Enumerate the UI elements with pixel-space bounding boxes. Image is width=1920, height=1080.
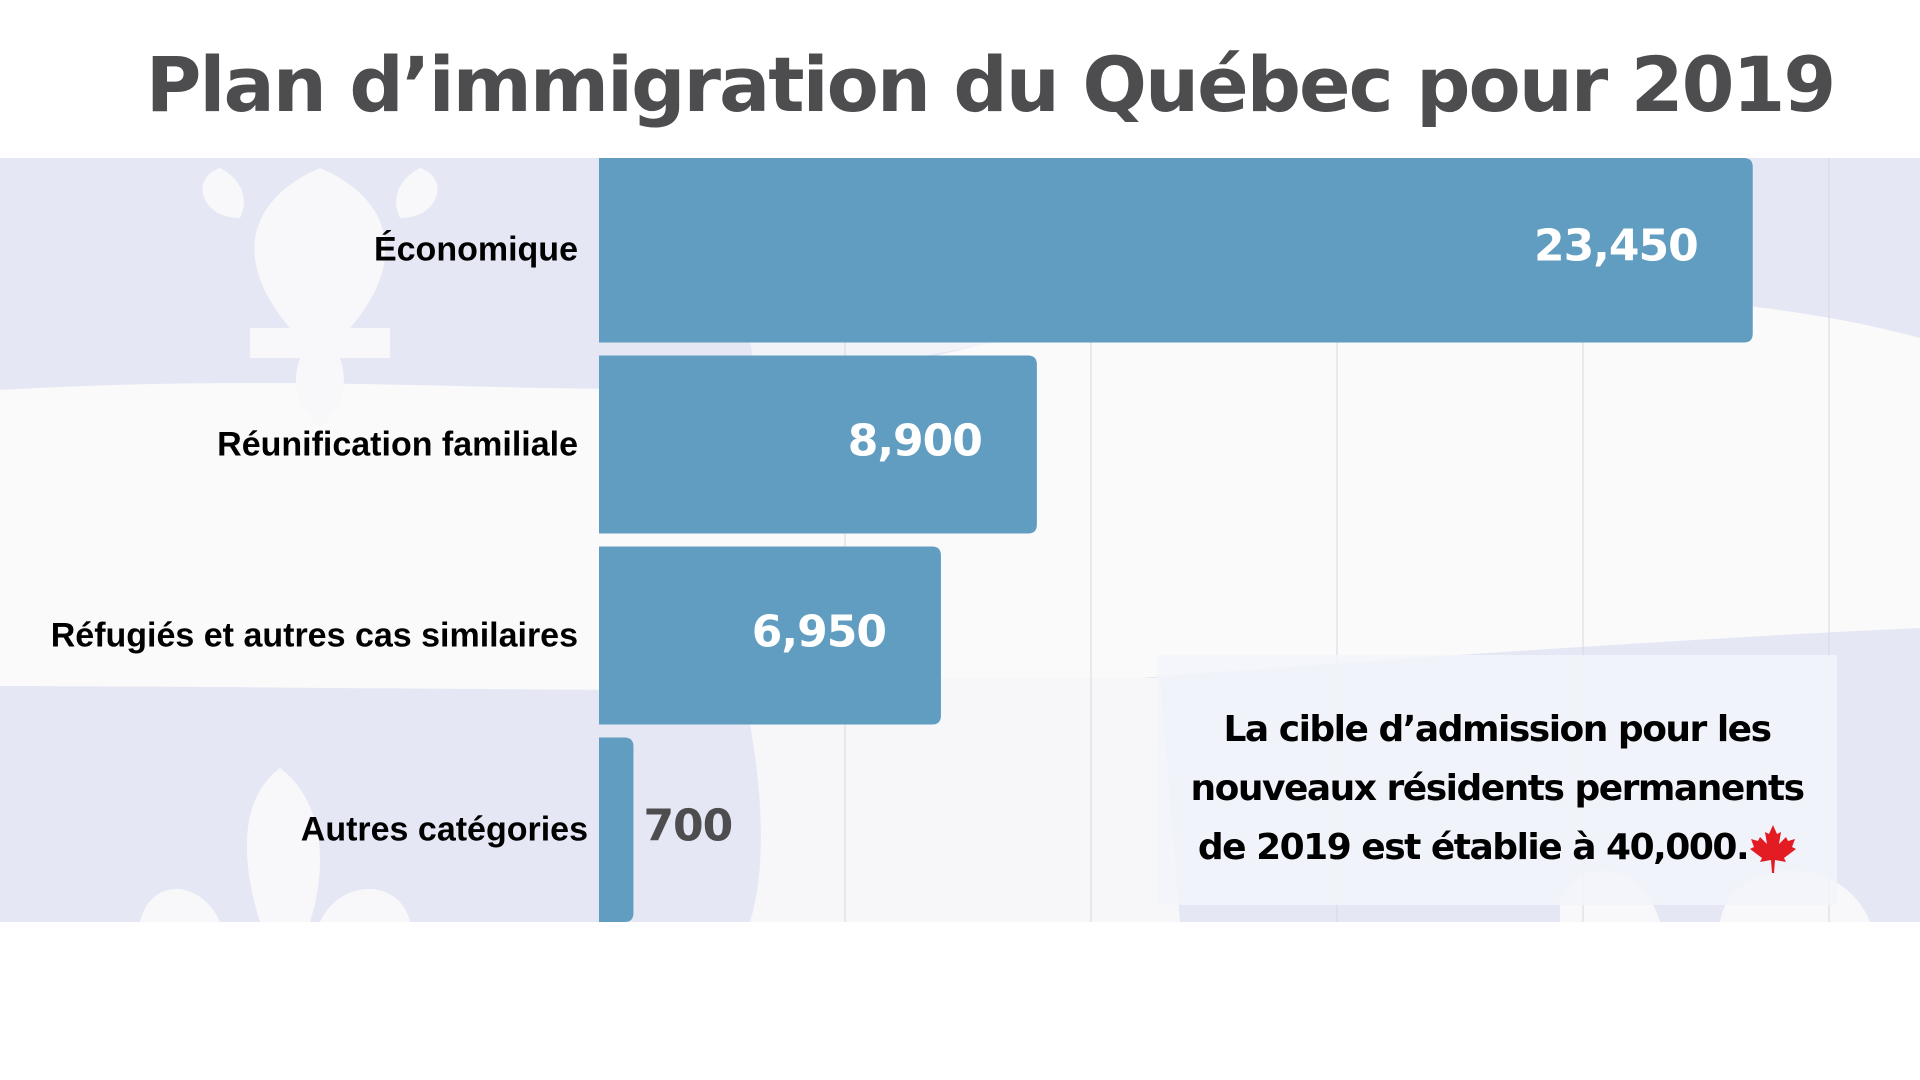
fleur-de-lis-icon [140,768,410,922]
category-label: Réunification familiale [217,425,578,463]
chart-title: Plan d’immigration du Québec pour 2019 [145,40,1837,129]
category-label: Économique [373,230,578,269]
annotation-line: nouveaux résidents permanents [1190,768,1805,809]
category-label: Réfugiés et autres cas similaires [50,616,578,654]
bar [599,546,941,725]
fleur-de-lis-icon [202,168,438,428]
annotation-text: La cible d’admission pour les nouveaux r… [1157,700,1837,877]
bar [599,355,1037,534]
bar [599,737,634,922]
annotation-line: de 2019 est établie à 40,000. [1197,827,1750,868]
maple-leaf-icon [1750,825,1797,873]
value-label: 6,950 [751,606,887,657]
bar [599,158,1753,343]
annotation-box [1157,655,1837,905]
value-label: 8,900 [847,415,983,466]
annotation-line: La cible d’admission pour les [1223,709,1772,750]
value-label: 700 [643,800,733,852]
value-label: 23,450 [1533,220,1699,272]
category-label: Autres catégories [300,810,588,849]
